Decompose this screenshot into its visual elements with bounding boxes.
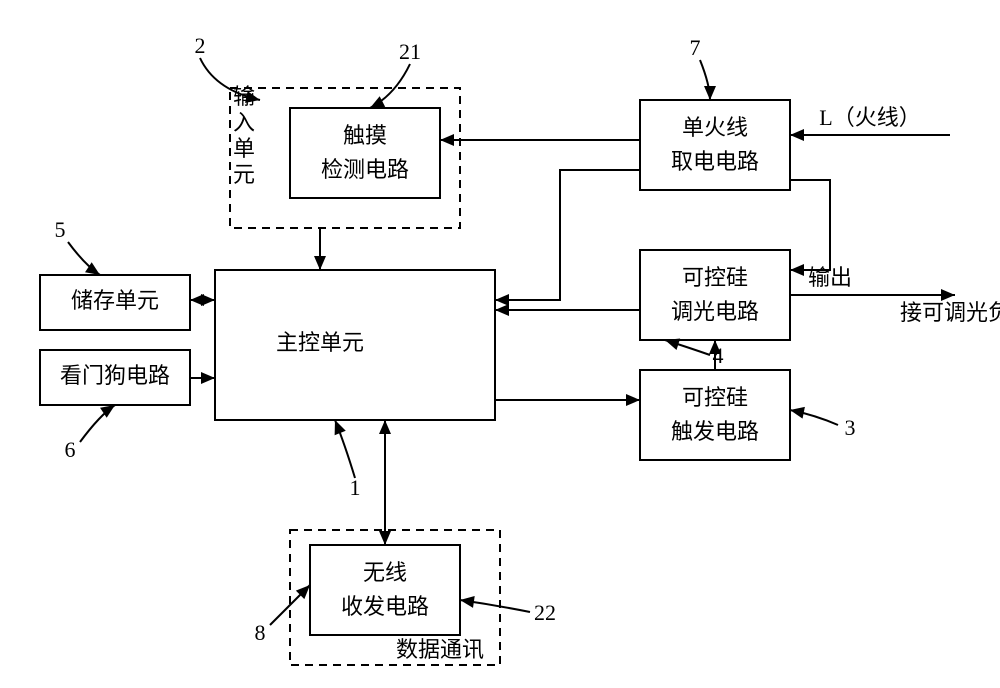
arrowhead bbox=[626, 394, 640, 406]
arrowhead bbox=[370, 96, 385, 108]
refnum-1: 1 bbox=[350, 475, 361, 500]
refnum-21: 21 bbox=[399, 39, 421, 64]
block-diagram: 输入单元数据通讯触摸检测电路单火线取电电路储存单元看门狗电路主控单元可控硅调光电… bbox=[0, 0, 1000, 688]
arrowhead bbox=[704, 86, 716, 100]
arrowhead bbox=[495, 294, 509, 306]
refnum-22: 22 bbox=[534, 600, 556, 625]
single_wire-label: 单火线 bbox=[682, 115, 748, 140]
single_wire-box bbox=[640, 100, 790, 190]
arrowhead bbox=[790, 129, 804, 141]
touch_detect-label: 触摸 bbox=[343, 123, 387, 148]
scr_dimmer-label: 可控硅 bbox=[682, 265, 748, 290]
svg-text:元: 元 bbox=[233, 162, 255, 187]
line_output-label2: 接可调光负载 bbox=[900, 300, 1000, 325]
arrowhead bbox=[665, 339, 680, 350]
arrowhead bbox=[790, 407, 805, 419]
wireless-label: 收发电路 bbox=[341, 594, 429, 619]
arrowhead bbox=[335, 420, 346, 435]
arrowhead bbox=[790, 264, 804, 276]
line_single_to_main bbox=[495, 170, 640, 300]
refnum-7: 7 bbox=[690, 35, 701, 60]
arrowhead bbox=[379, 420, 391, 434]
line_single_dimmer bbox=[790, 180, 830, 270]
scr_dimmer-box bbox=[640, 250, 790, 340]
refnum-3: 3 bbox=[845, 415, 856, 440]
refnum-8: 8 bbox=[255, 620, 266, 645]
arrowhead bbox=[460, 596, 475, 608]
arrowhead bbox=[190, 294, 204, 306]
arrowhead bbox=[440, 134, 454, 146]
scr_trigger-box bbox=[640, 370, 790, 460]
arrowhead bbox=[314, 256, 326, 270]
refnum-4: 4 bbox=[713, 343, 724, 368]
wireless-box bbox=[310, 545, 460, 635]
refnum-5: 5 bbox=[55, 217, 66, 242]
arrowhead bbox=[379, 531, 391, 545]
arrowhead bbox=[201, 372, 215, 384]
line_output-label: 输出 bbox=[808, 265, 852, 290]
scr_trigger-label: 触发电路 bbox=[671, 419, 759, 444]
watchdog-label: 看门狗电路 bbox=[60, 363, 170, 388]
storage-label: 储存单元 bbox=[71, 288, 159, 313]
data-comm-label: 数据通讯 bbox=[396, 637, 484, 662]
wireless-label: 无线 bbox=[363, 560, 407, 585]
touch_detect-box bbox=[290, 108, 440, 198]
refnum-6: 6 bbox=[65, 437, 76, 462]
svg-text:入: 入 bbox=[233, 110, 255, 135]
line_L_in-label: L（火线） bbox=[819, 105, 920, 130]
scr_trigger-label: 可控硅 bbox=[682, 385, 748, 410]
main_ctrl-label: 主控单元 bbox=[276, 330, 364, 355]
refnum-2: 2 bbox=[195, 33, 206, 58]
single_wire-label: 取电电路 bbox=[671, 149, 759, 174]
scr_dimmer-label: 调光电路 bbox=[671, 299, 759, 324]
touch_detect-label: 检测电路 bbox=[321, 157, 409, 182]
svg-text:单: 单 bbox=[233, 136, 255, 161]
arrowhead bbox=[495, 304, 509, 316]
